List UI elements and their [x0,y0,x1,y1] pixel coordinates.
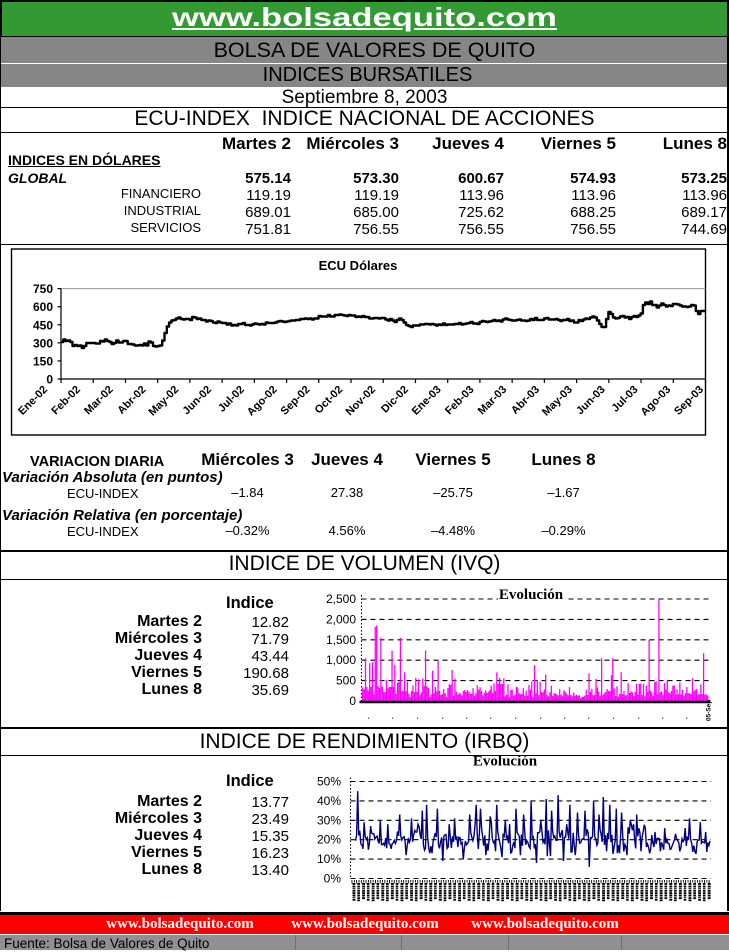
svg-text:450: 450 [33,318,53,332]
svg-text:Mar-02: Mar-02 [82,384,116,418]
svg-text:Jun-03: Jun-03 [574,384,608,418]
svg-text:ECU Dólares: ECU Dólares [319,258,398,273]
svg-text:05-Sep: 05-Sep [706,700,713,721]
svg-text:Jun-02: Jun-02 [181,384,215,418]
svg-text:Ene-02: Ene-02 [16,384,50,418]
svg-text:750: 750 [33,282,53,296]
svg-text:Jul-03: Jul-03 [610,384,641,415]
svg-text:Feb-02: Feb-02 [49,384,83,418]
svg-text:Ene-03: Ene-03 [410,384,444,418]
svg-text:2,000: 2,000 [326,612,356,626]
svg-text:Jul-02: Jul-02 [216,384,247,415]
svg-text:20%: 20% [317,833,341,847]
svg-text:May-02: May-02 [146,384,181,419]
svg-text:50%: 50% [317,775,341,789]
svg-text:Oct-02: Oct-02 [313,384,346,417]
svg-text:30%: 30% [317,813,341,827]
svg-text:Evolución: Evolución [473,754,538,770]
svg-text:Dic-02: Dic-02 [379,384,411,416]
svg-text:0: 0 [349,694,356,708]
svg-text:2,500: 2,500 [326,592,356,606]
svg-text:1,500: 1,500 [326,633,356,647]
svg-text:Sep-02: Sep-02 [279,384,313,418]
svg-text:0: 0 [46,373,53,387]
svg-text:Nov-02: Nov-02 [344,384,378,418]
svg-text:Evolución: Evolución [499,587,564,603]
svg-text:300: 300 [33,336,53,350]
svg-text:Feb-03: Feb-03 [443,384,477,418]
svg-text:1,000: 1,000 [326,653,356,667]
svg-text:600: 600 [33,300,53,314]
svg-text:150: 150 [33,354,53,368]
svg-text:Abr-02: Abr-02 [115,384,148,417]
svg-text:Abr-03: Abr-03 [509,384,542,417]
svg-text:40%: 40% [317,794,341,808]
svg-text:Mar-03: Mar-03 [476,384,510,418]
svg-text:Sep-03: Sep-03 [672,384,706,418]
svg-text:10%: 10% [317,852,341,866]
svg-text:0%: 0% [324,872,342,886]
svg-text:Ago-02: Ago-02 [245,384,280,419]
svg-text:500: 500 [336,674,356,688]
svg-text:May-03: May-03 [540,384,575,419]
svg-text:Ago-03: Ago-03 [638,384,673,419]
